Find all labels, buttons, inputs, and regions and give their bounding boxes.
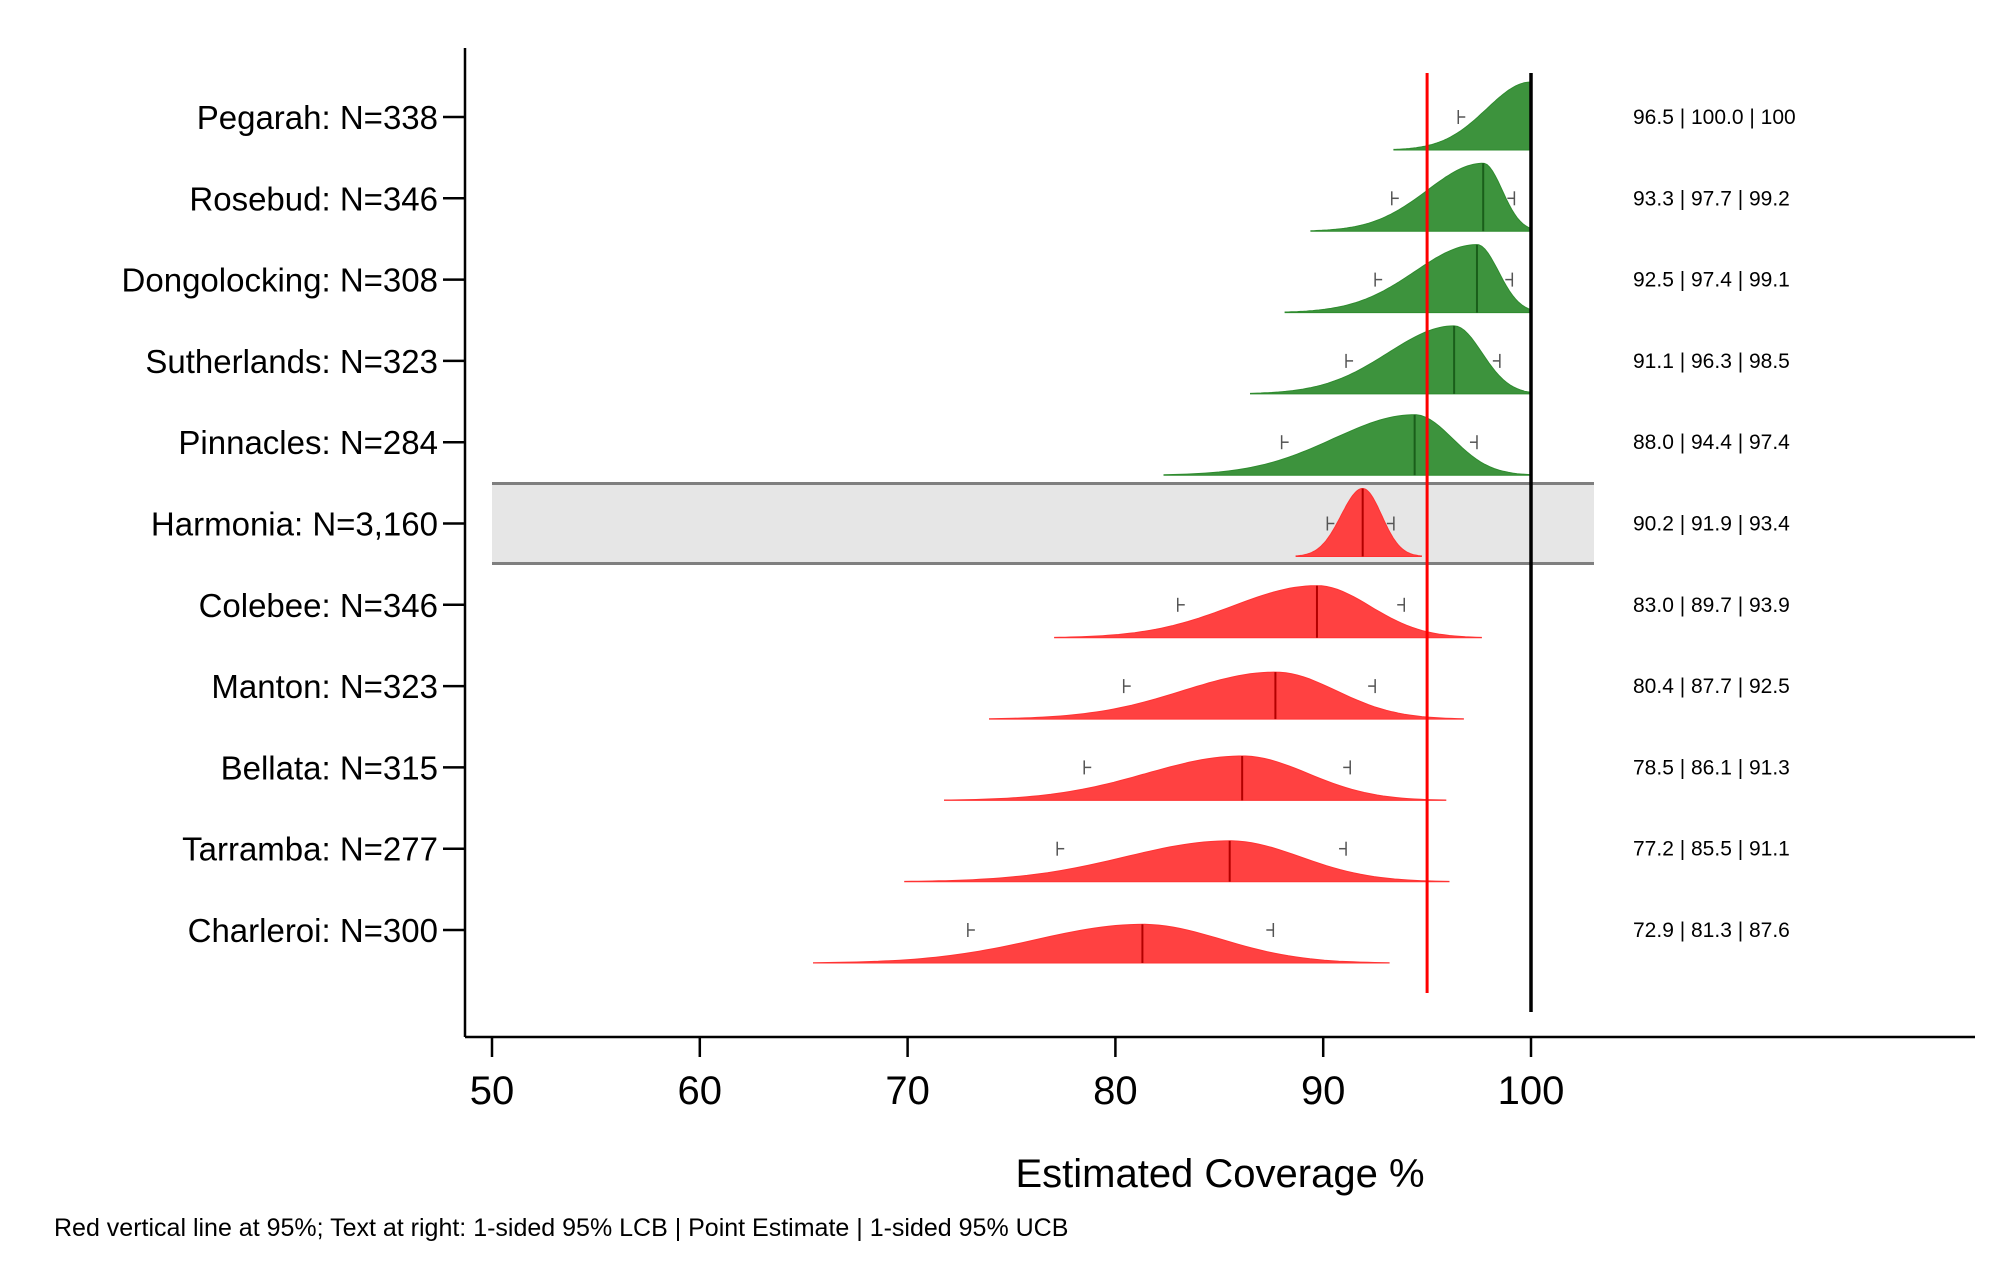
distribution-6 bbox=[1295, 487, 1422, 557]
x-tick-label: 50 bbox=[470, 1069, 515, 1113]
summary-text: 77.2 | 85.5 | 91.1 bbox=[1633, 838, 1790, 861]
row-label: Bellata: N=315 bbox=[221, 749, 438, 786]
row-label: Dongolocking: N=308 bbox=[122, 262, 438, 299]
x-tick-label: 100 bbox=[1498, 1069, 1565, 1113]
distribution-9 bbox=[944, 755, 1447, 801]
x-tick-label: 90 bbox=[1301, 1069, 1346, 1113]
row-label: Tarramba: N=277 bbox=[182, 831, 438, 868]
summary-text: 93.3 | 97.7 | 99.2 bbox=[1633, 187, 1790, 210]
x-tick-label: 80 bbox=[1093, 1069, 1138, 1113]
distribution-1 bbox=[1393, 81, 1532, 151]
summary-text: 80.4 | 87.7 | 92.5 bbox=[1633, 675, 1790, 698]
highlight-band bbox=[492, 483, 1594, 564]
distribution-3 bbox=[1284, 244, 1532, 314]
row-label: Sutherlands: N=323 bbox=[145, 343, 438, 380]
row-label: Pegarah: N=338 bbox=[197, 99, 438, 136]
summary-text: 88.0 | 94.4 | 97.4 bbox=[1633, 431, 1790, 454]
x-tick-label: 70 bbox=[885, 1069, 930, 1113]
distribution-7 bbox=[1054, 585, 1482, 639]
row-label: Harmonia: N=3,160 bbox=[151, 506, 438, 543]
x-axis-label: Estimated Coverage % bbox=[1015, 1152, 1424, 1196]
summary-text: 78.5 | 86.1 | 91.3 bbox=[1633, 756, 1790, 779]
row-label: Colebee: N=346 bbox=[199, 587, 438, 624]
distribution-8 bbox=[989, 671, 1464, 720]
distribution-4 bbox=[1250, 325, 1532, 395]
summary-text: 72.9 | 81.3 | 87.6 bbox=[1633, 919, 1790, 942]
distribution-5 bbox=[1163, 414, 1532, 476]
x-tick-label: 60 bbox=[678, 1069, 723, 1113]
summary-text: 96.5 | 100.0 | 100 bbox=[1633, 106, 1796, 129]
chart-note: Red vertical line at 95%; Text at right:… bbox=[54, 1214, 1068, 1242]
distribution-2 bbox=[1310, 162, 1532, 232]
summary-text: 92.5 | 97.4 | 99.1 bbox=[1633, 269, 1790, 292]
summary-text: 83.0 | 89.7 | 93.9 bbox=[1633, 594, 1790, 617]
row-label: Manton: N=323 bbox=[211, 668, 438, 705]
row-label: Rosebud: N=346 bbox=[189, 180, 438, 217]
row-label: Charleroi: N=300 bbox=[188, 912, 438, 949]
summary-text: 91.1 | 96.3 | 98.5 bbox=[1633, 350, 1790, 373]
distribution-10 bbox=[904, 840, 1450, 883]
summary-text: 90.2 | 91.9 | 93.4 bbox=[1633, 513, 1790, 536]
row-label: Pinnacles: N=284 bbox=[178, 424, 438, 461]
distribution-11 bbox=[813, 923, 1390, 964]
